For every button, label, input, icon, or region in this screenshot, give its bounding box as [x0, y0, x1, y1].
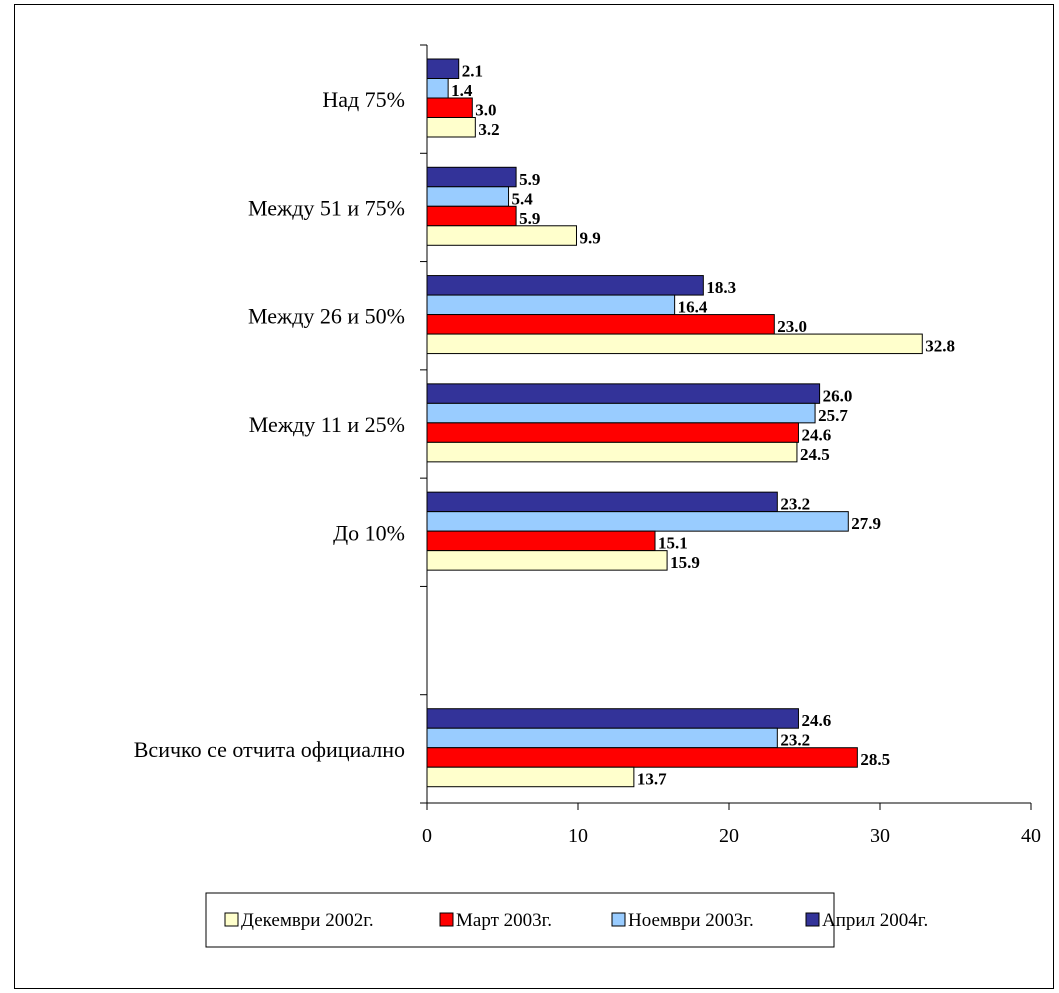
data-label: 2.1 — [462, 62, 483, 81]
data-label: 24.6 — [801, 711, 831, 730]
x-tick-label: 20 — [719, 825, 739, 847]
bar — [426, 550, 668, 571]
bar — [426, 708, 799, 729]
data-label: 15.1 — [658, 534, 688, 553]
legend-label: Ноември 2003г. — [628, 910, 754, 931]
bar — [426, 58, 460, 79]
axes-layer: 0 10 20 30 40 — [420, 44, 1041, 847]
data-label: 24.5 — [800, 445, 830, 464]
bar — [426, 275, 704, 296]
data-label: 5.4 — [512, 189, 534, 208]
legend: Декември 2002г. Март 2003г. Ноември 2003г.… — [205, 892, 928, 948]
bar — [426, 166, 517, 188]
bar — [426, 766, 635, 788]
data-label: 15.9 — [670, 553, 700, 572]
bar — [426, 491, 778, 513]
data-label: 28.5 — [860, 750, 890, 769]
bar — [426, 727, 778, 749]
category-label: Между 11 и 25% — [249, 412, 405, 437]
bar — [426, 225, 577, 246]
data-label: 5.9 — [519, 170, 540, 189]
data-label: 13.7 — [637, 770, 667, 789]
data-label: 3.0 — [475, 101, 496, 120]
data-label: 5.9 — [519, 209, 540, 228]
bar — [426, 97, 473, 118]
data-label: 32.8 — [925, 337, 955, 356]
data-label: 23.0 — [777, 317, 807, 336]
bar — [426, 383, 821, 404]
bar — [426, 422, 799, 443]
category-label: Над 75% — [322, 87, 405, 112]
x-tick-label: 0 — [422, 825, 432, 847]
bar — [426, 511, 849, 532]
category-label: Всичко се отчита официално — [134, 737, 405, 762]
bar — [426, 186, 510, 207]
bar — [426, 294, 676, 316]
bar — [426, 747, 858, 768]
legend-box — [205, 892, 835, 948]
bar — [426, 441, 798, 463]
data-label: 24.6 — [801, 425, 831, 444]
data-label: 18.3 — [706, 278, 736, 297]
bar — [426, 314, 775, 335]
bars-layer — [426, 58, 923, 788]
data-label: 16.4 — [678, 298, 708, 317]
bar — [426, 333, 923, 355]
category-label: До 10% — [333, 520, 405, 545]
legend-swatch — [805, 912, 820, 927]
x-tick-label: 40 — [1021, 825, 1041, 847]
data-label: 27.9 — [851, 514, 881, 533]
category-label: Между 26 и 50% — [248, 304, 405, 329]
data-label: 9.9 — [579, 228, 600, 247]
data-label: 23.2 — [780, 731, 810, 750]
bar — [426, 205, 517, 227]
legend-swatch — [611, 912, 626, 927]
bar — [426, 530, 656, 552]
category-label: Между 51 и 75% — [248, 195, 405, 220]
data-label: 23.2 — [780, 495, 810, 514]
data-label: 1.4 — [451, 81, 473, 100]
data-label: 25.7 — [818, 406, 848, 425]
x-tick-label: 10 — [568, 825, 588, 847]
legend-swatch — [439, 912, 454, 927]
bar — [426, 78, 449, 99]
x-tick-label: 30 — [870, 825, 890, 847]
labels-layer: Над 75% 2.11.43.03.2 Между 51 и 75% 5.95.45… — [134, 62, 955, 789]
bar — [426, 402, 816, 424]
legend-label: Декември 2002г. — [241, 910, 374, 931]
data-label: 3.2 — [478, 120, 499, 139]
bar — [426, 117, 476, 138]
legend-label: Април 2004г. — [822, 910, 928, 931]
legend-label: Март 2003г. — [456, 910, 552, 931]
data-label: 26.0 — [823, 386, 853, 405]
legend-swatch — [224, 912, 239, 927]
